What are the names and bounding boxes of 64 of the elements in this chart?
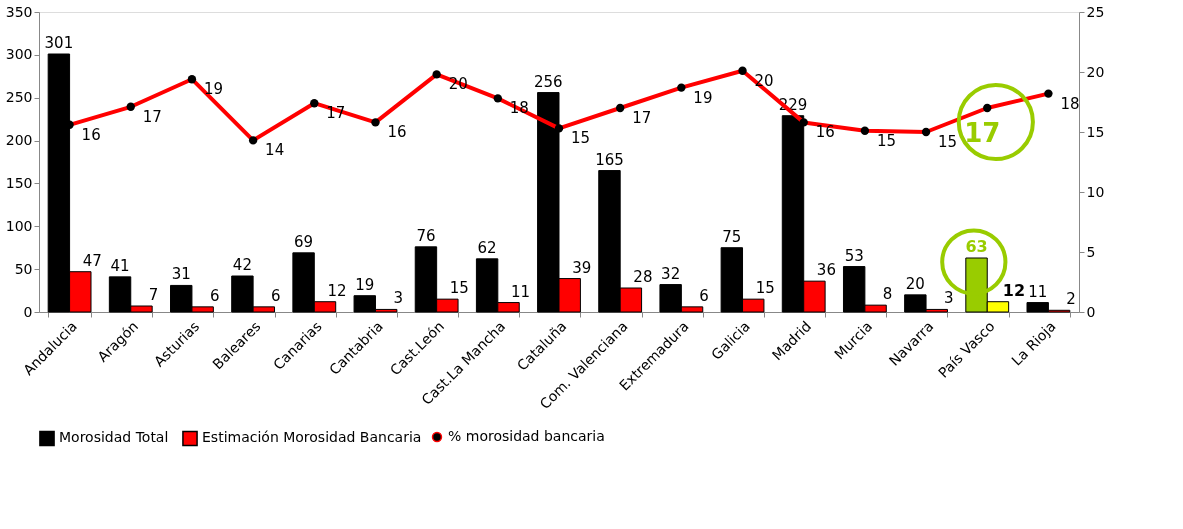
data-label: 31 — [171, 265, 191, 284]
data-label: 12 — [1002, 280, 1026, 300]
data-label: 3 — [943, 289, 954, 308]
data-label: 17 — [964, 118, 1001, 148]
y-tick-label: 150 — [5, 174, 33, 191]
data-label: 256 — [533, 72, 563, 91]
data-label: 19 — [693, 88, 713, 107]
y-tick-label: 250 — [5, 89, 33, 106]
data-label: 11 — [510, 282, 531, 301]
y2-tick-label: 25 — [1086, 3, 1105, 20]
y2-tick-label: 10 — [1086, 183, 1105, 200]
data-label: 12 — [327, 281, 347, 300]
data-label: 36 — [816, 261, 836, 280]
y-tick-label: 100 — [5, 217, 33, 234]
y2-tick-label: 0 — [1086, 303, 1096, 320]
data-label: 19 — [203, 80, 224, 99]
data-label: 11 — [1028, 282, 1048, 301]
y-tick-label: 350 — [5, 3, 33, 20]
data-label: 17 — [142, 107, 162, 126]
data-label: 76 — [416, 226, 436, 245]
legend-label: Estimación Morosidad Bancaria — [202, 429, 422, 446]
data-label: 32 — [661, 264, 681, 283]
data-label: 63 — [965, 237, 988, 256]
data-label: 6 — [209, 286, 220, 305]
data-label: 41 — [110, 256, 130, 275]
data-label: 47 — [82, 251, 102, 270]
data-label: 17 — [632, 109, 652, 127]
data-label: 19 — [355, 275, 375, 294]
data-label: 20 — [754, 71, 774, 90]
y2-tick-label: 20 — [1086, 63, 1105, 80]
data-label: 16 — [387, 123, 407, 142]
data-label: 28 — [633, 268, 653, 286]
data-label: 15 — [755, 279, 775, 298]
data-label: 20 — [905, 274, 925, 293]
data-label: 2 — [1066, 290, 1076, 309]
y-tick-label: 200 — [5, 132, 33, 149]
data-label: 7 — [148, 286, 159, 304]
data-label: 301 — [44, 34, 74, 52]
data-label: 15 — [938, 133, 958, 151]
y-tick-label: 50 — [14, 260, 33, 277]
y2-tick-label: 5 — [1086, 243, 1096, 260]
data-label: 16 — [815, 123, 835, 142]
data-label: 165 — [595, 150, 624, 169]
data-label: 15 — [876, 131, 896, 150]
data-label: 53 — [844, 246, 864, 265]
data-label: 39 — [572, 258, 592, 277]
data-label: 62 — [477, 238, 497, 257]
data-label: 75 — [722, 227, 742, 246]
y-tick-label: 300 — [5, 46, 33, 63]
data-label: 8 — [882, 285, 893, 304]
data-label: 16 — [81, 125, 101, 144]
data-label: 14 — [265, 141, 285, 160]
data-label: 42 — [232, 256, 252, 274]
data-label: 15 — [571, 129, 591, 148]
y2-tick-label: 15 — [1086, 123, 1105, 140]
legend-label: % morosidad bancaria — [448, 428, 605, 444]
data-label: 18 — [1060, 94, 1080, 113]
y-tick-label: 0 — [23, 303, 33, 320]
legend-label: Morosidad Total — [59, 429, 169, 446]
data-label: 6 — [699, 286, 709, 305]
data-label: 69 — [294, 232, 314, 251]
data-label: 3 — [393, 289, 403, 308]
data-label: 6 — [271, 286, 281, 305]
data-label: 15 — [449, 279, 469, 298]
